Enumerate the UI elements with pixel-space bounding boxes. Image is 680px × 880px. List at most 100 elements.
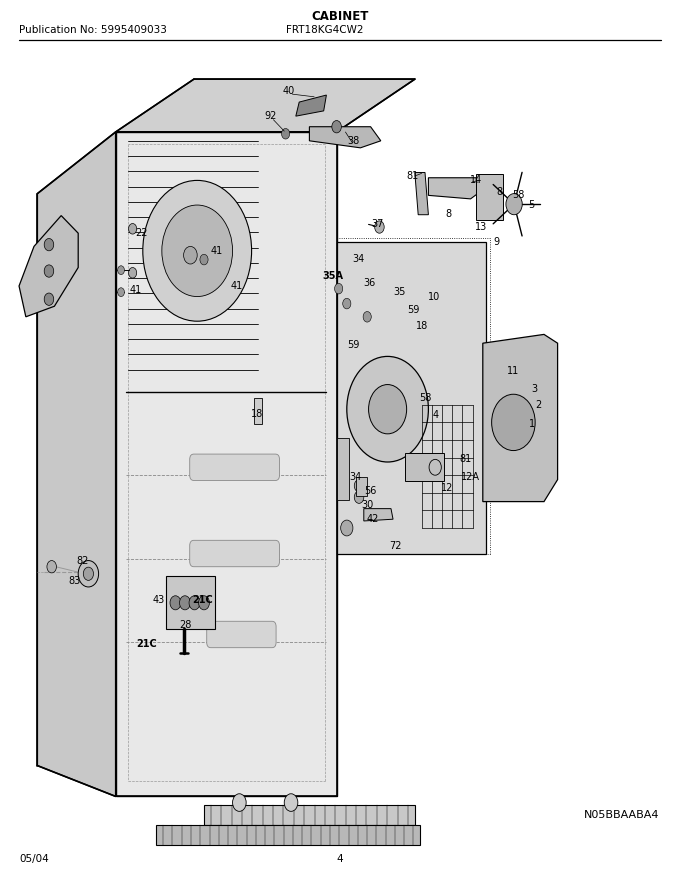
Polygon shape bbox=[296, 95, 326, 116]
Text: 42: 42 bbox=[367, 514, 379, 524]
Circle shape bbox=[180, 596, 190, 610]
Text: 3: 3 bbox=[531, 384, 538, 394]
Circle shape bbox=[282, 128, 290, 139]
Circle shape bbox=[47, 561, 56, 573]
Text: 14: 14 bbox=[470, 175, 482, 186]
Circle shape bbox=[284, 794, 298, 811]
Circle shape bbox=[118, 266, 124, 275]
Circle shape bbox=[492, 394, 535, 451]
Text: 35A: 35A bbox=[323, 271, 343, 282]
Text: 41: 41 bbox=[231, 281, 243, 291]
Text: 40: 40 bbox=[283, 85, 295, 96]
Text: 1: 1 bbox=[528, 419, 535, 429]
Text: 83: 83 bbox=[69, 576, 81, 586]
Text: 21C: 21C bbox=[192, 595, 213, 605]
Circle shape bbox=[44, 265, 54, 277]
Text: 43: 43 bbox=[153, 595, 165, 605]
Text: 13: 13 bbox=[475, 222, 488, 232]
Polygon shape bbox=[116, 132, 337, 796]
Text: 36: 36 bbox=[364, 278, 376, 289]
Text: 35: 35 bbox=[394, 287, 406, 297]
Text: 18: 18 bbox=[415, 320, 428, 331]
Circle shape bbox=[118, 288, 124, 297]
Text: CABINET: CABINET bbox=[311, 10, 369, 23]
Polygon shape bbox=[254, 398, 262, 424]
Polygon shape bbox=[37, 132, 116, 796]
Circle shape bbox=[233, 794, 246, 811]
Polygon shape bbox=[364, 509, 393, 521]
Circle shape bbox=[189, 596, 200, 610]
Text: 10: 10 bbox=[428, 292, 440, 303]
Circle shape bbox=[129, 268, 137, 278]
FancyBboxPatch shape bbox=[190, 454, 279, 480]
Circle shape bbox=[506, 194, 522, 215]
Text: 12: 12 bbox=[441, 483, 454, 494]
Text: 21C: 21C bbox=[136, 639, 156, 649]
Text: 38: 38 bbox=[347, 136, 360, 146]
Polygon shape bbox=[428, 178, 480, 199]
Circle shape bbox=[78, 561, 99, 587]
Text: 81: 81 bbox=[460, 454, 472, 465]
Circle shape bbox=[44, 293, 54, 305]
Circle shape bbox=[184, 246, 197, 264]
Text: N05BBAABA4: N05BBAABA4 bbox=[584, 810, 660, 820]
Text: 8: 8 bbox=[445, 209, 452, 219]
Circle shape bbox=[354, 491, 364, 503]
Bar bbox=[166, 576, 215, 629]
Text: 82: 82 bbox=[77, 556, 89, 567]
Text: 4: 4 bbox=[337, 854, 343, 864]
Circle shape bbox=[341, 520, 353, 536]
Text: 59: 59 bbox=[347, 340, 360, 350]
Bar bbox=[356, 477, 367, 496]
Bar bbox=[476, 174, 503, 220]
Circle shape bbox=[369, 385, 407, 434]
Polygon shape bbox=[337, 242, 486, 554]
Circle shape bbox=[375, 221, 384, 233]
Circle shape bbox=[162, 205, 233, 297]
Circle shape bbox=[44, 238, 54, 251]
Polygon shape bbox=[483, 334, 558, 502]
Circle shape bbox=[199, 596, 209, 610]
Text: 11: 11 bbox=[507, 366, 519, 377]
Text: 41: 41 bbox=[130, 285, 142, 296]
Text: 72: 72 bbox=[390, 540, 402, 551]
Text: 92: 92 bbox=[265, 111, 277, 121]
Polygon shape bbox=[204, 805, 415, 825]
Text: 22: 22 bbox=[135, 228, 148, 238]
Polygon shape bbox=[156, 825, 420, 845]
Circle shape bbox=[143, 180, 252, 321]
Circle shape bbox=[129, 224, 137, 234]
Text: 81: 81 bbox=[407, 171, 419, 181]
Polygon shape bbox=[309, 127, 381, 148]
Circle shape bbox=[170, 596, 181, 610]
Bar bbox=[405, 453, 444, 481]
Text: 2: 2 bbox=[535, 400, 542, 410]
Text: 9: 9 bbox=[493, 237, 500, 247]
Text: 59: 59 bbox=[407, 304, 420, 315]
Text: 8: 8 bbox=[496, 187, 503, 197]
Bar bbox=[337, 438, 349, 500]
Text: 4: 4 bbox=[432, 410, 439, 421]
Circle shape bbox=[335, 283, 343, 294]
Text: 37: 37 bbox=[371, 219, 384, 230]
Text: 05/04: 05/04 bbox=[19, 854, 49, 864]
FancyBboxPatch shape bbox=[207, 621, 276, 648]
Circle shape bbox=[354, 480, 364, 492]
Text: 12A: 12A bbox=[461, 472, 480, 482]
Text: 28: 28 bbox=[179, 620, 191, 630]
FancyBboxPatch shape bbox=[190, 540, 279, 567]
Polygon shape bbox=[116, 79, 415, 132]
Text: Publication No: 5995409033: Publication No: 5995409033 bbox=[19, 26, 167, 35]
Circle shape bbox=[347, 356, 428, 462]
Text: 34: 34 bbox=[349, 472, 361, 482]
Text: 56: 56 bbox=[364, 486, 376, 496]
Text: 18: 18 bbox=[251, 408, 263, 419]
Text: 30: 30 bbox=[361, 500, 373, 510]
Text: FRT18KG4CW2: FRT18KG4CW2 bbox=[286, 26, 363, 35]
Text: 58: 58 bbox=[419, 392, 431, 403]
Circle shape bbox=[363, 312, 371, 322]
Polygon shape bbox=[415, 172, 428, 215]
Text: 41: 41 bbox=[210, 246, 222, 256]
Circle shape bbox=[332, 121, 341, 133]
Text: 34: 34 bbox=[352, 253, 364, 264]
